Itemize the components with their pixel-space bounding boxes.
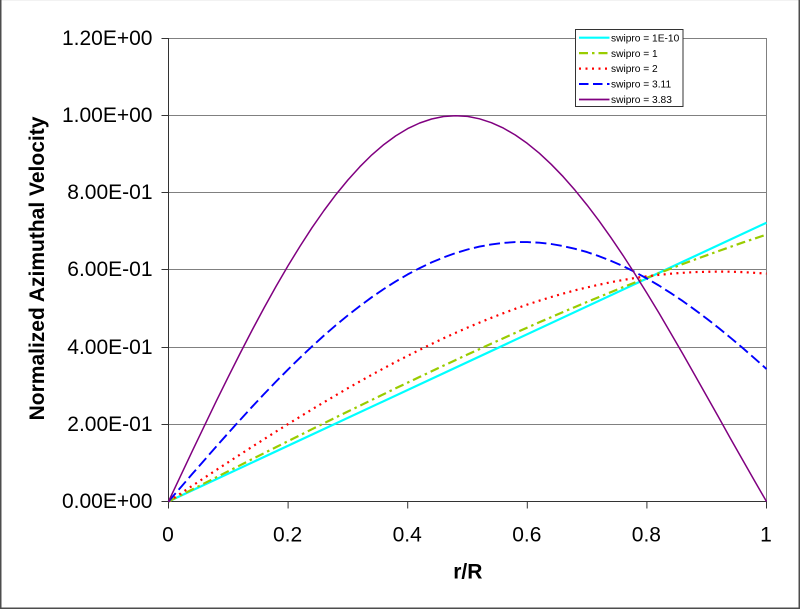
svg-text:0: 0 (162, 524, 174, 547)
svg-text:1.00E+00: 1.00E+00 (62, 104, 153, 127)
svg-text:0.8: 0.8 (632, 524, 661, 547)
svg-text:swipro = 3.11: swipro = 3.11 (611, 80, 671, 91)
svg-text:8.00E-01: 8.00E-01 (67, 181, 152, 204)
svg-text:1: 1 (760, 524, 772, 547)
svg-text:1.20E+00: 1.20E+00 (62, 27, 153, 50)
svg-text:swipro = 3.83: swipro = 3.83 (611, 95, 672, 106)
svg-text:2.00E-01: 2.00E-01 (67, 413, 152, 436)
svg-text:swipro = 1: swipro = 1 (611, 49, 658, 60)
svg-text:6.00E-01: 6.00E-01 (67, 258, 152, 281)
svg-text:0.6: 0.6 (512, 524, 541, 547)
svg-text:0.4: 0.4 (393, 524, 423, 547)
svg-text:4.00E-01: 4.00E-01 (67, 336, 152, 359)
svg-text:0.00E+00: 0.00E+00 (62, 490, 153, 513)
svg-text:swipro = 1E-10: swipro = 1E-10 (611, 33, 680, 44)
svg-text:Normalized Azimuthal Velocity: Normalized Azimuthal Velocity (26, 116, 49, 420)
svg-text:0.2: 0.2 (273, 524, 302, 547)
svg-text:r/R: r/R (453, 561, 482, 584)
svg-text:swipro = 2: swipro = 2 (611, 64, 658, 75)
